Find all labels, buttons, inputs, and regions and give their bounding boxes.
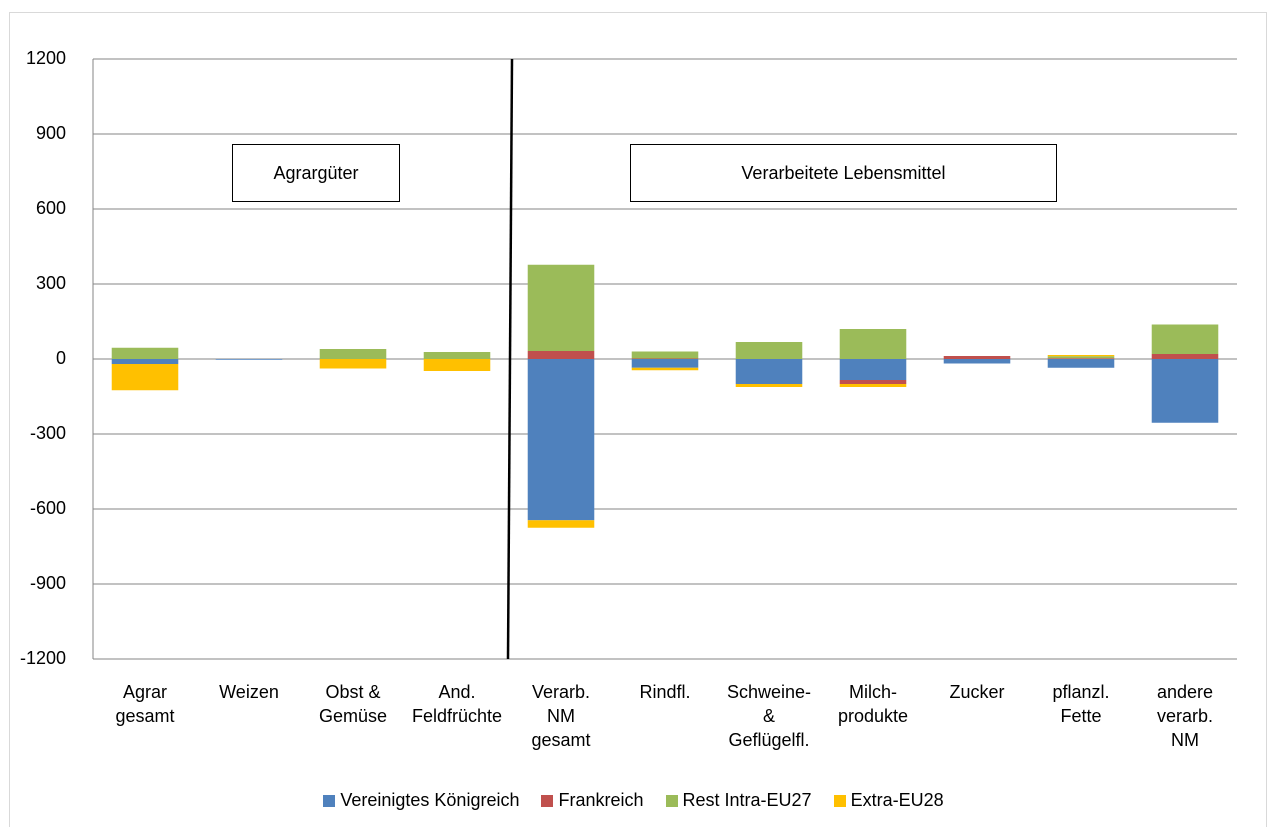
y-tick-label: 0 [56,348,66,368]
bar-segment [839,329,907,359]
bar-segment [735,384,803,387]
x-tick-label: pflanzl. Fette [1052,682,1110,726]
bar-segment [527,359,595,521]
bar-segment [527,351,595,359]
bar-segment [1047,358,1115,359]
bar-segment [1047,355,1115,357]
bar-segment [631,367,699,371]
bar-segment [1151,324,1219,354]
bar-segment [839,384,907,387]
bar-segment [423,359,491,371]
y-tick-label: 1200 [26,48,66,68]
x-tick-label: andere verarb. NM [1156,682,1214,750]
legend-label: Frankreich [558,790,644,810]
x-tick-label: Zucker [949,682,1005,702]
legend-label: Vereinigtes Königreich [340,790,520,810]
bar-segment [839,380,907,384]
x-tick-label: And. Feldfrüchte [411,682,503,726]
bar-segment [631,351,699,359]
legend-item: Vereinigtes Königreich [323,790,519,811]
y-tick-label: 600 [36,198,66,218]
legend-swatch [833,794,846,807]
bar-segment [943,359,1011,364]
legend-swatch [323,794,336,807]
legend-label: Extra-EU28 [850,790,944,810]
bar-segment [319,359,387,369]
legend-item: Extra-EU28 [833,790,944,811]
bar-segment [1151,359,1219,423]
bar-segment [1047,359,1115,368]
x-tick-label: Obst & Gemüse [318,682,388,726]
y-tick-label: -300 [30,423,66,443]
bar-segment [527,520,595,528]
bar-segment [735,359,803,384]
x-tick-label: Verarb. NM gesamt [531,682,591,750]
legend-item: Frankreich [541,790,644,811]
bar-segment [111,359,179,364]
bar-segment [631,359,699,368]
legend-swatch [665,794,678,807]
x-tick-label: Weizen [219,682,279,702]
y-tick-label: 300 [36,273,66,293]
bar-segment [111,364,179,391]
bar-segment [839,359,907,380]
bar-segment [319,349,387,359]
legend-swatch [541,794,554,807]
x-tick-label: Milch- produkte [837,682,909,726]
x-tick-label: Agrar gesamt [115,682,175,726]
y-tick-label: -1200 [20,648,66,668]
y-tick-label: 900 [36,123,66,143]
bar-segment [1047,356,1115,359]
bar-segment [527,264,595,351]
bar-segment [215,359,283,360]
annotation: Agrargüter [232,144,400,202]
x-tick-label: Rindfl. [639,682,691,702]
annotation: Verarbeitete Lebensmittel [630,144,1057,202]
bar-segment [735,342,803,359]
bar-segment [1151,354,1219,359]
y-tick-label: -600 [30,498,66,518]
legend-label: Rest Intra-EU27 [682,790,812,810]
bar-segment [423,352,491,359]
x-tick-label: Schweine- & Geflügelfl. [726,682,812,750]
bar-segment [631,358,699,359]
legend: Vereinigtes Königreich Frankreich Rest Int… [0,790,1267,811]
bar-segment [111,347,179,359]
divider [506,58,514,660]
y-tick-label: -900 [30,573,66,593]
bar-segment [943,356,1011,359]
legend-item: Rest Intra-EU27 [665,790,812,811]
